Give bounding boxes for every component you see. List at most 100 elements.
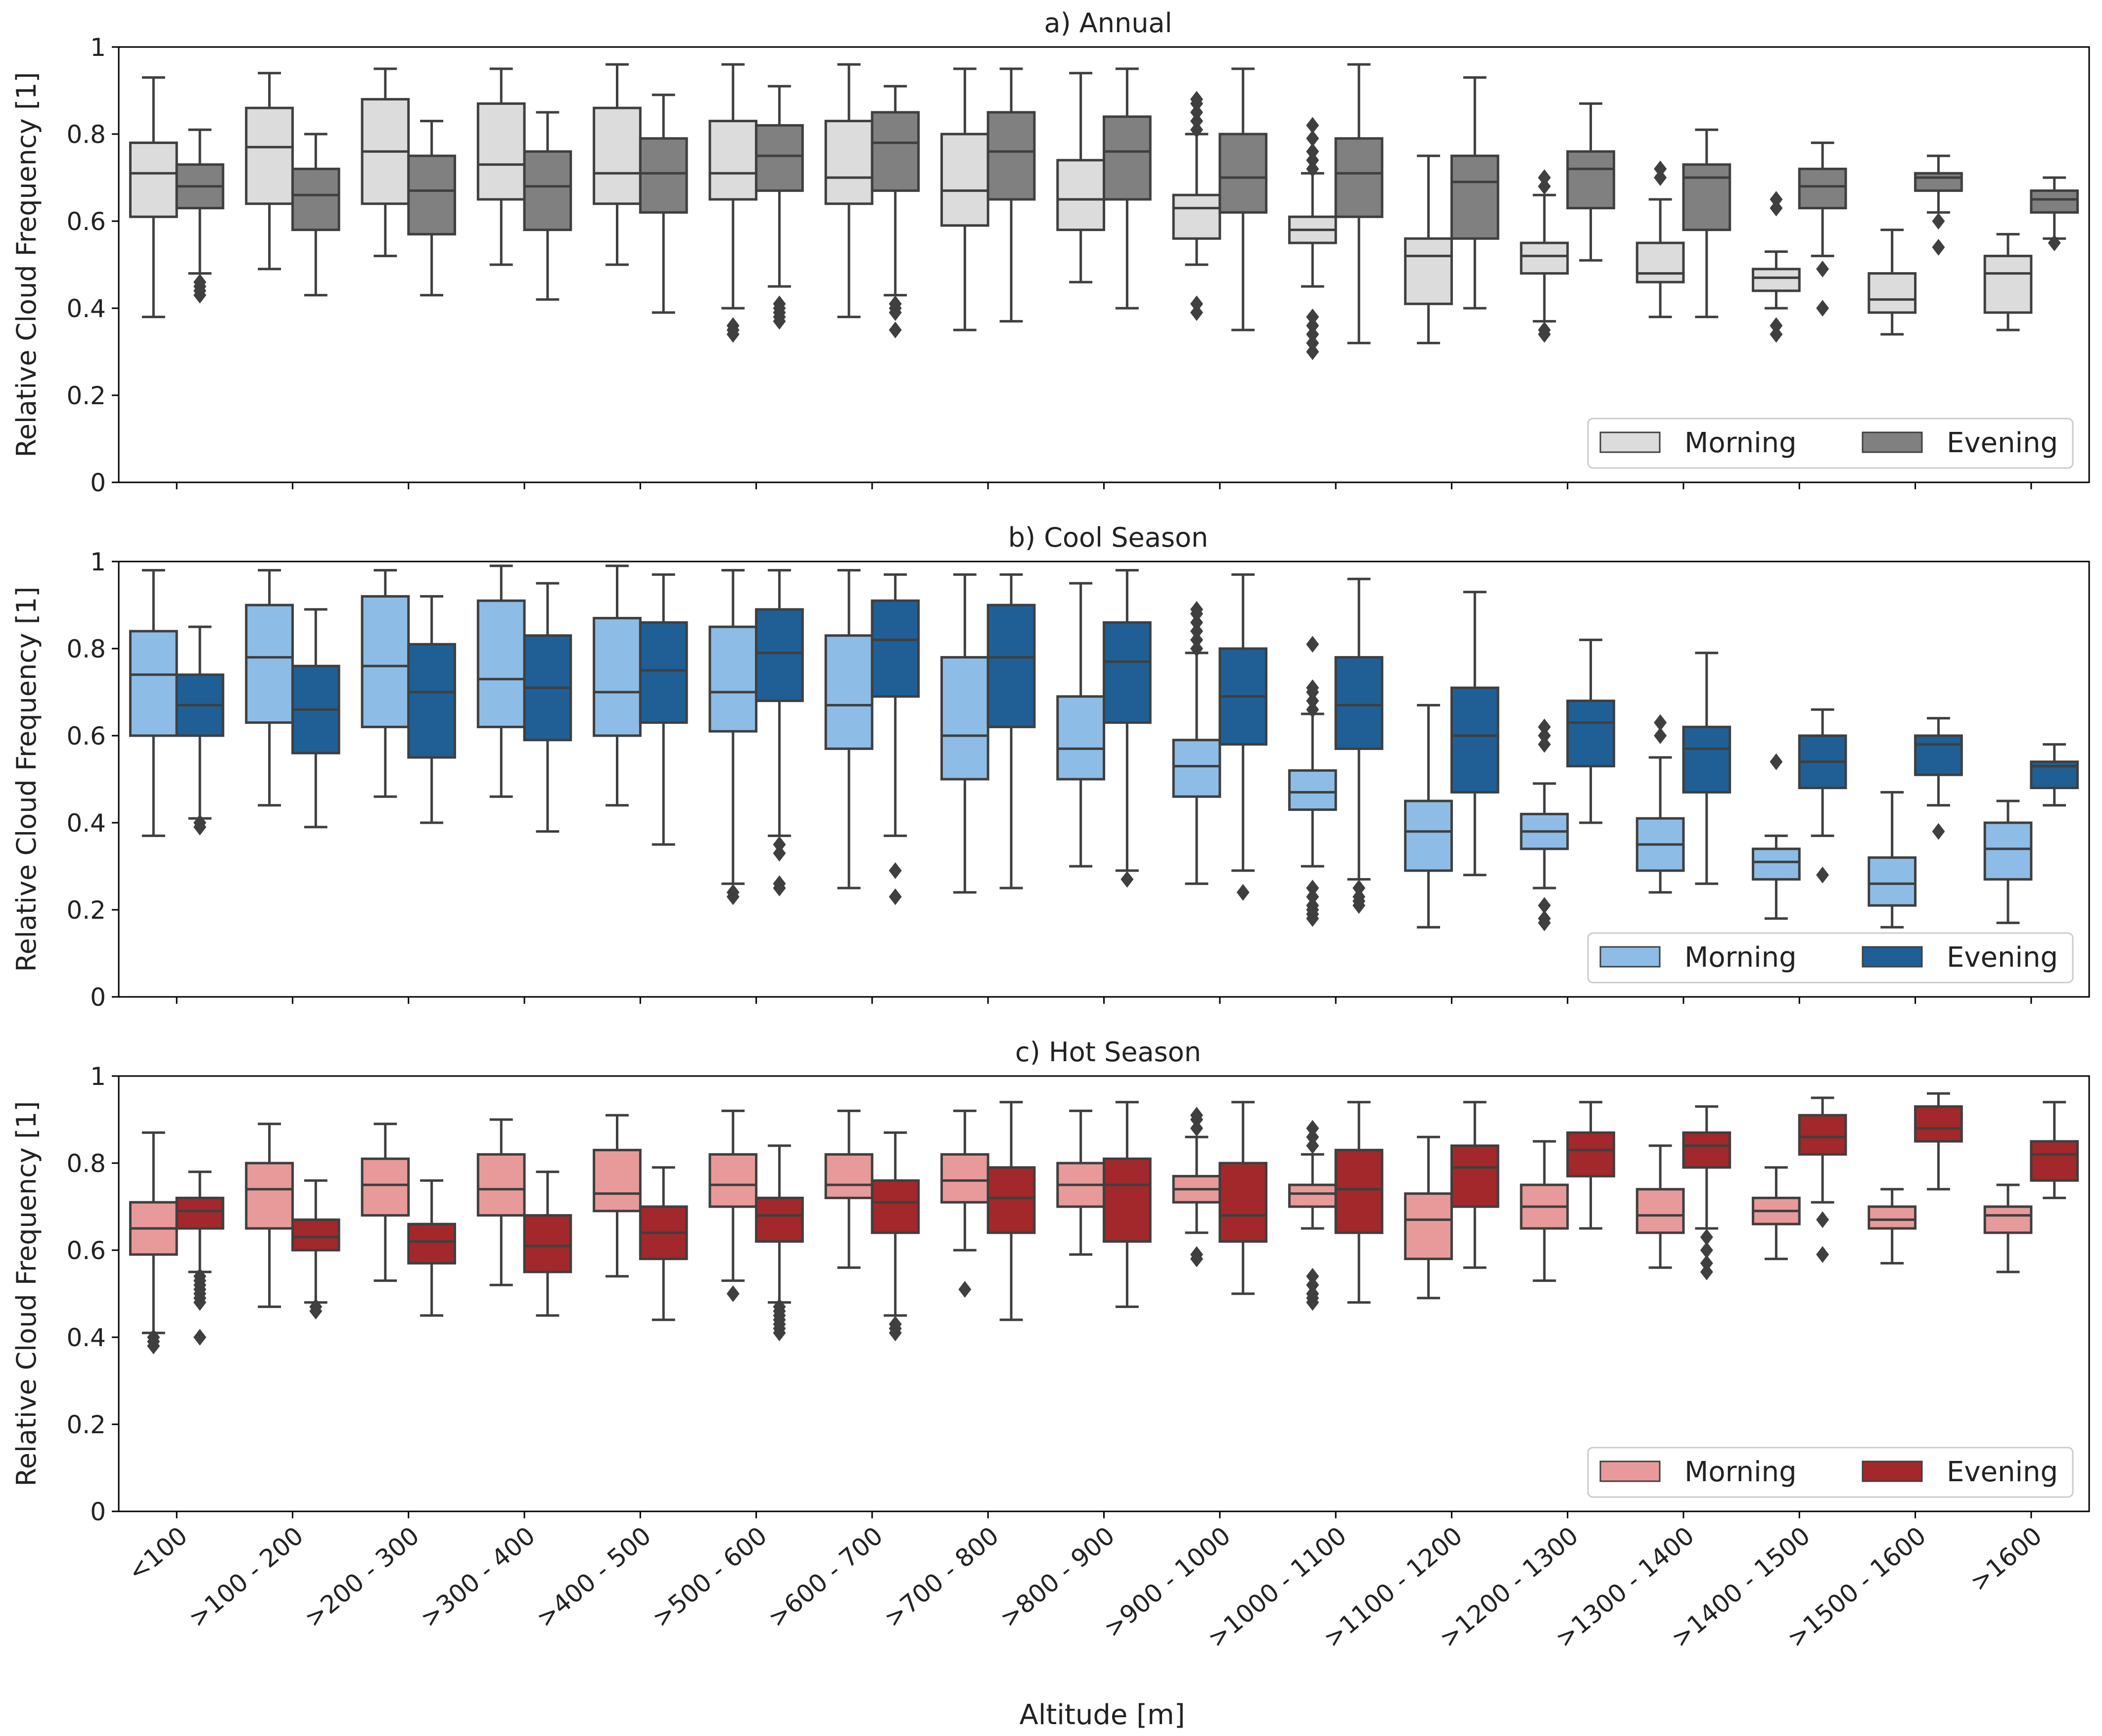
box-iqr bbox=[361, 595, 410, 728]
y-tick-label: 0 bbox=[90, 983, 106, 1012]
flier-point bbox=[1932, 823, 1945, 840]
box-iqr bbox=[593, 1149, 642, 1213]
box-iqr bbox=[361, 1157, 410, 1217]
box-iqr bbox=[1752, 268, 1801, 292]
flier-point bbox=[726, 317, 740, 334]
box-iqr bbox=[407, 1222, 456, 1265]
box-iqr bbox=[245, 1162, 294, 1230]
box-iqr bbox=[1752, 847, 1801, 881]
box-iqr bbox=[1868, 272, 1917, 314]
y-tick-label: 0.2 bbox=[66, 896, 106, 925]
legend: Morning Evening bbox=[1587, 932, 2074, 984]
box-iqr bbox=[476, 1153, 526, 1217]
box-iqr bbox=[1103, 621, 1152, 724]
flier-point bbox=[1306, 117, 1319, 134]
flier-point bbox=[309, 1298, 323, 1315]
y-tick-label: 0.6 bbox=[66, 207, 106, 236]
y-tick-labels: 0 0.2 0.4 0.6 0.8 1 bbox=[66, 33, 119, 497]
box-iqr bbox=[1172, 739, 1221, 798]
y-tick-label: 0.6 bbox=[66, 1236, 106, 1265]
y-tick-label: 0.4 bbox=[66, 294, 106, 323]
legend-label-morning: Morning bbox=[1684, 941, 1797, 974]
box-iqr bbox=[755, 1196, 804, 1243]
legend-label-morning: Morning bbox=[1684, 1456, 1797, 1488]
flier-point bbox=[1538, 322, 1551, 338]
flier-point bbox=[1816, 260, 1829, 278]
box-iqr bbox=[1172, 193, 1221, 240]
box-iqr bbox=[2030, 189, 2079, 214]
flier-point bbox=[1932, 213, 1945, 230]
box-iqr bbox=[986, 111, 1036, 201]
flier-point bbox=[2048, 235, 2061, 251]
flier-point bbox=[1306, 317, 1319, 334]
legend-swatch-evening bbox=[1862, 431, 1923, 453]
flier-point bbox=[1538, 910, 1551, 927]
flier-point bbox=[726, 1285, 740, 1302]
box-iqr bbox=[1914, 172, 1963, 192]
flier-point bbox=[1306, 160, 1319, 178]
flier-point bbox=[1306, 1285, 1319, 1302]
flier-point bbox=[1770, 317, 1783, 334]
box-iqr bbox=[407, 643, 456, 759]
box-iqr bbox=[1914, 734, 1963, 776]
box-iqr bbox=[407, 154, 456, 235]
flier-point bbox=[1538, 178, 1551, 195]
flier-point bbox=[1654, 714, 1667, 731]
y-tick-label: 0.4 bbox=[66, 809, 106, 838]
box-marks bbox=[118, 1075, 2090, 1518]
y-tick-label: 0.2 bbox=[66, 381, 106, 410]
flier-point bbox=[773, 1298, 786, 1315]
y-tick-label: 0 bbox=[90, 1498, 106, 1526]
flier-point bbox=[1306, 1120, 1319, 1137]
flier-point bbox=[1770, 199, 1783, 217]
legend-label-evening: Evening bbox=[1947, 427, 2058, 459]
box-iqr bbox=[1566, 700, 1615, 768]
flier-point bbox=[888, 295, 902, 313]
box-iqr bbox=[523, 1214, 572, 1273]
flier-point bbox=[888, 862, 902, 879]
flier-point bbox=[1306, 692, 1319, 709]
box-iqr bbox=[871, 599, 920, 698]
flier-point bbox=[1190, 601, 1203, 618]
flier-point bbox=[1306, 130, 1319, 147]
legend-label-evening: Evening bbox=[1947, 941, 2058, 974]
box-iqr bbox=[1983, 254, 2033, 314]
flier-point bbox=[1190, 1246, 1203, 1263]
box-iqr bbox=[523, 150, 572, 232]
flier-point bbox=[1770, 191, 1783, 208]
flier-point bbox=[1306, 334, 1319, 352]
flier-point bbox=[1816, 300, 1829, 317]
box-marks bbox=[118, 46, 2090, 489]
flier-point bbox=[1700, 1242, 1713, 1259]
box-iqr bbox=[1682, 1131, 1731, 1169]
flier-point bbox=[1190, 304, 1203, 321]
flier-point bbox=[1190, 295, 1203, 313]
flier-point bbox=[1306, 1276, 1319, 1294]
box-iqr bbox=[1334, 1149, 1384, 1234]
box-iqr bbox=[593, 106, 642, 205]
y-tick-label: 0.8 bbox=[66, 1149, 106, 1178]
flier-point bbox=[1306, 636, 1319, 653]
box-iqr bbox=[871, 111, 920, 192]
box-iqr bbox=[1218, 1162, 1268, 1243]
box-iqr bbox=[1450, 154, 1499, 240]
box-iqr bbox=[708, 625, 758, 733]
box-iqr bbox=[129, 630, 178, 737]
flier-point bbox=[1306, 1128, 1319, 1146]
flier-point bbox=[1352, 880, 1365, 896]
flier-point bbox=[1538, 718, 1551, 736]
box-iqr bbox=[291, 1218, 340, 1252]
box-iqr bbox=[755, 124, 804, 192]
box-iqr bbox=[129, 141, 178, 218]
legend: Morning Evening bbox=[1587, 1447, 2074, 1498]
y-axis-label: Relative Cloud Frequency [1] bbox=[11, 1101, 42, 1487]
legend-swatch-morning bbox=[1599, 946, 1661, 968]
flier-point bbox=[1190, 631, 1203, 649]
flier-point bbox=[1190, 1107, 1203, 1124]
flier-point bbox=[1190, 112, 1203, 130]
flier-point bbox=[1190, 121, 1203, 139]
box-iqr bbox=[1983, 1205, 2033, 1234]
flier-point bbox=[1306, 1267, 1319, 1285]
panel-title: b) Cool Season bbox=[1008, 522, 1208, 553]
